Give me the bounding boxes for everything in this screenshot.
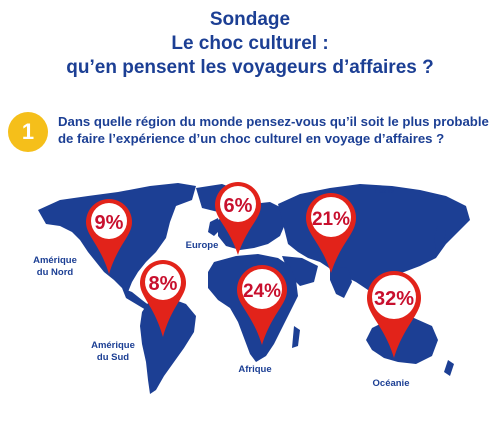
region-label-amerique-du-sud: du Sud [97, 352, 129, 363]
land-south-america [140, 298, 196, 394]
pin-inner-circle [220, 186, 256, 222]
pin-amerique-du-nord: 9% [86, 199, 132, 274]
title-line: Le choc culturel : [171, 33, 329, 54]
region-label-europe: Europe [186, 240, 219, 251]
pin-inner-circle [311, 197, 351, 237]
region-label-amerique-du-nord: du Nord [37, 267, 74, 278]
region-label-afrique: Afrique [238, 364, 271, 375]
question-line: Dans quelle région du monde pensez-vous … [58, 114, 489, 129]
pin-inner-circle [372, 275, 416, 319]
question-text: Dans quelle région du monde pensez-vous … [58, 113, 494, 147]
question-line: de faire l’expérience d’un choc culturel… [58, 131, 445, 146]
pin-inner-circle [242, 269, 282, 309]
pin-percent-europe: 6% [224, 195, 253, 217]
title-line: qu’en pensent les voyageurs d’affaires ? [66, 57, 434, 78]
region-label-amerique-du-nord: Amérique [33, 255, 77, 266]
land-india [330, 266, 352, 298]
pin-percent-asie: 21% [312, 209, 350, 230]
region-label-amerique-du-sud: Amérique [91, 340, 135, 351]
pin-percent-amerique-du-sud: 8% [149, 273, 178, 295]
land-middle-east [282, 256, 318, 286]
pin-europe: 6% [215, 182, 261, 255]
pin-percent-oceanie: 32% [374, 288, 414, 310]
land-japan [434, 224, 446, 250]
land-new-zealand [444, 360, 454, 376]
pin-oceanie: 32% [367, 271, 421, 358]
survey-title: Sondage Le choc culturel : qu’en pensent… [0, 8, 500, 80]
land-central-america [122, 288, 150, 310]
region-label-oceanie: Océanie [373, 378, 410, 389]
title-line: Sondage [209, 9, 291, 30]
pin-afrique: 24% [237, 265, 287, 345]
region-label-asie: Asie [374, 185, 394, 196]
pin-inner-circle [91, 203, 127, 239]
land-madagascar [292, 326, 300, 348]
pin-inner-circle [145, 264, 181, 300]
land-britain [208, 218, 220, 236]
pin-percent-afrique: 24% [243, 281, 281, 302]
pin-amerique-du-sud: 8% [140, 260, 186, 337]
question-number-badge: 1 [8, 112, 48, 152]
pin-asie: 21% [306, 193, 356, 273]
pin-percent-amerique-du-nord: 9% [95, 212, 124, 234]
region-labels: Amérique du Nord Amérique du Sud Europe … [33, 185, 409, 389]
